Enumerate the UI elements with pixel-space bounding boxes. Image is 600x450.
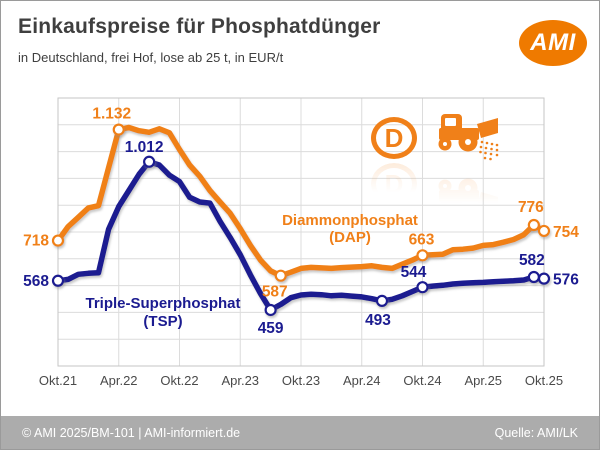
x-axis-tick-label: Okt.24: [403, 373, 441, 388]
data-point-label: 582: [519, 252, 545, 269]
footer-source: Quelle: AMI/LK: [494, 425, 578, 440]
data-point-label: 754: [553, 224, 579, 241]
x-axis-tick-label: Apr.23: [221, 373, 259, 388]
data-point-marker: [416, 249, 429, 262]
data-point-marker: [274, 269, 287, 282]
series-name-annotation: Triple-Superphosphat: [85, 295, 240, 312]
footer-copyright: © AMI 2025/BM-101 | AMI-informiert.de: [22, 425, 241, 440]
series-name-annotation: (TSP): [143, 313, 182, 330]
data-point-marker: [375, 294, 389, 307]
data-point-label: 663: [409, 231, 435, 248]
ami-logo: AMI: [519, 20, 587, 66]
x-axis-tick-label: Apr.24: [343, 373, 381, 388]
tsp-markers: [51, 155, 551, 317]
data-point-marker: [51, 274, 65, 287]
dap-price-line: [55, 124, 547, 279]
ami-logo-text: AMI: [530, 29, 576, 56]
price-line-chart: 718 1.132 587 663 776 754 568 1.012 459 493 544 582…: [23, 97, 579, 388]
x-axis-tick-label: Okt.25: [525, 373, 563, 388]
data-point-marker: [527, 270, 540, 284]
data-point-label: 493: [365, 312, 391, 329]
data-point-label: 1.012: [125, 139, 164, 156]
series-name-annotation: Diammonphosphat: [282, 212, 418, 229]
x-axis-tick-label: Okt.22: [160, 373, 198, 388]
page-title: Einkaufspreise für Phosphatdünger: [18, 15, 381, 38]
data-point-marker: [264, 303, 277, 317]
data-point-marker: [112, 123, 125, 136]
data-point-label: 776: [518, 199, 544, 216]
data-point-label: 544: [401, 264, 427, 281]
dap-markers: [51, 123, 551, 282]
data-point-label: 459: [258, 320, 284, 337]
data-point-marker: [537, 272, 551, 285]
x-axis-tick-label: Okt.23: [282, 373, 320, 388]
x-axis-tick-label: Apr.25: [464, 373, 502, 388]
data-point-label: 568: [23, 273, 49, 290]
footer-bar: © AMI 2025/BM-101 | AMI-informiert.de Qu…: [1, 416, 599, 449]
tsp-price-line: [55, 159, 547, 313]
series-name-annotation: (DAP): [329, 229, 371, 246]
data-point-marker: [527, 218, 540, 232]
data-point-label: 587: [262, 284, 288, 301]
x-axis-tick-label: Okt.21: [39, 373, 77, 388]
data-point-marker: [416, 281, 429, 294]
x-axis-tick-label: Apr.22: [100, 373, 138, 388]
data-point-marker: [143, 155, 156, 168]
data-point-label: 1.132: [92, 106, 131, 123]
data-point-marker: [537, 224, 551, 238]
data-point-label: 576: [553, 272, 579, 289]
page-subtitle: in Deutschland, frei Hof, lose ab 25 t, …: [18, 50, 284, 65]
data-point-marker: [51, 234, 65, 247]
data-point-label: 718: [23, 233, 49, 250]
